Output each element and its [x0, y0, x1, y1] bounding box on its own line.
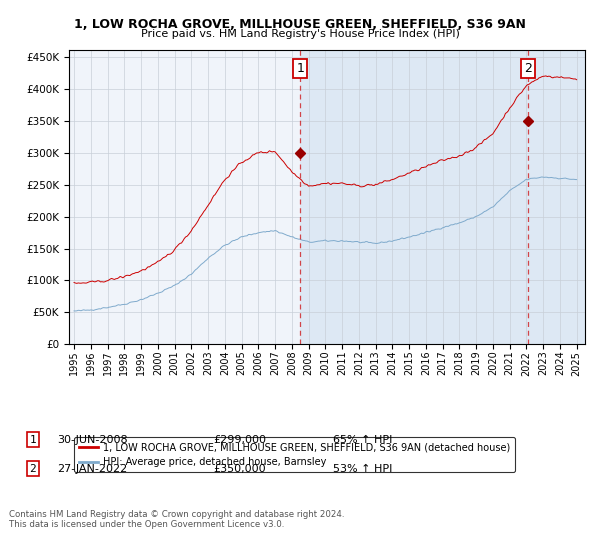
- Text: Contains HM Land Registry data © Crown copyright and database right 2024.
This d: Contains HM Land Registry data © Crown c…: [9, 510, 344, 529]
- Text: £350,000: £350,000: [213, 464, 266, 474]
- Text: 1: 1: [29, 435, 37, 445]
- Bar: [300, 50, 585, 344]
- Text: 2: 2: [524, 62, 532, 75]
- Text: 1: 1: [296, 62, 304, 75]
- Text: 1, LOW ROCHA GROVE, MILLHOUSE GREEN, SHEFFIELD, S36 9AN: 1, LOW ROCHA GROVE, MILLHOUSE GREEN, SHE…: [74, 18, 526, 31]
- Text: £299,000: £299,000: [213, 435, 266, 445]
- Text: 53% ↑ HPI: 53% ↑ HPI: [333, 464, 392, 474]
- Text: 30-JUN-2008: 30-JUN-2008: [57, 435, 128, 445]
- Text: 27-JAN-2022: 27-JAN-2022: [57, 464, 127, 474]
- Legend: 1, LOW ROCHA GROVE, MILLHOUSE GREEN, SHEFFIELD, S36 9AN (detached house), HPI: A: 1, LOW ROCHA GROVE, MILLHOUSE GREEN, SHE…: [74, 437, 515, 472]
- Text: 65% ↑ HPI: 65% ↑ HPI: [333, 435, 392, 445]
- Text: Price paid vs. HM Land Registry's House Price Index (HPI): Price paid vs. HM Land Registry's House …: [140, 29, 460, 39]
- Text: 2: 2: [29, 464, 37, 474]
